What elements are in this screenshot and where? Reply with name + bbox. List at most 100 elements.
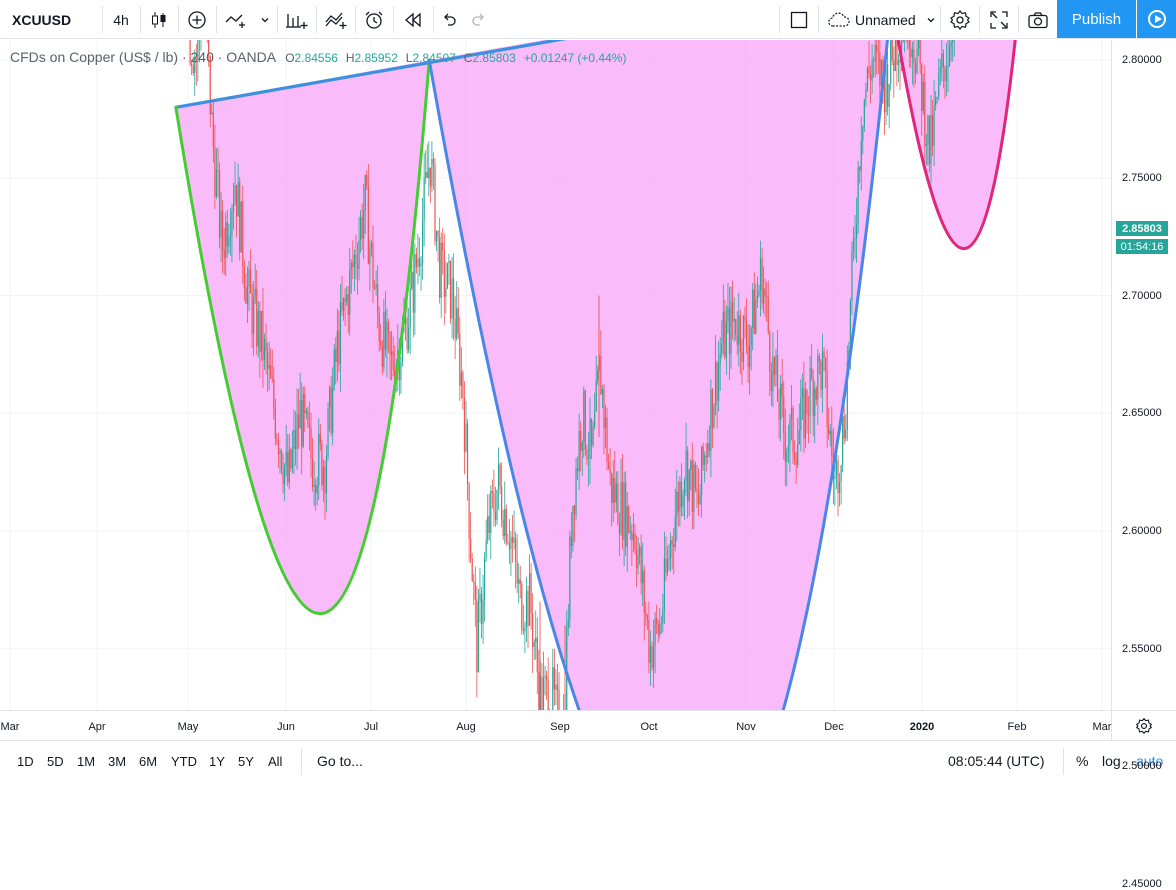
candle-body bbox=[476, 600, 477, 673]
redo-icon[interactable] bbox=[464, 0, 494, 39]
candle-body bbox=[686, 450, 687, 480]
candle-body bbox=[819, 356, 820, 362]
range-6m[interactable]: 6M bbox=[139, 741, 157, 781]
range-all[interactable]: All bbox=[268, 741, 282, 781]
candle-body bbox=[605, 417, 606, 428]
candle bbox=[400, 357, 401, 394]
alarm-icon[interactable] bbox=[356, 0, 392, 39]
range-1d[interactable]: 1D bbox=[17, 741, 34, 781]
candle-body bbox=[345, 298, 346, 302]
candle-body bbox=[383, 312, 384, 367]
add-indicator-icon[interactable] bbox=[179, 0, 215, 39]
range-3m[interactable]: 3M bbox=[108, 741, 126, 781]
fullscreen-square-icon[interactable] bbox=[780, 0, 818, 39]
candle bbox=[439, 218, 440, 304]
candle bbox=[836, 455, 837, 489]
candle bbox=[413, 246, 414, 337]
range-1y[interactable]: 1Y bbox=[209, 741, 225, 781]
candle-body bbox=[916, 49, 917, 73]
candle-body bbox=[335, 349, 336, 362]
candle bbox=[695, 462, 696, 493]
candle-body bbox=[580, 431, 581, 451]
symbol-search[interactable]: XCUUSD bbox=[0, 0, 102, 39]
candle bbox=[476, 586, 477, 697]
indicators-icon[interactable] bbox=[278, 0, 316, 39]
x-tick-label: Mar bbox=[1093, 721, 1112, 733]
candle-body bbox=[600, 356, 601, 394]
candle-body bbox=[228, 238, 229, 246]
range-5d[interactable]: 5D bbox=[47, 741, 64, 781]
candle-body bbox=[283, 470, 284, 484]
candle-body bbox=[321, 443, 322, 485]
range-ytd[interactable]: YTD bbox=[171, 741, 197, 781]
candle-body bbox=[264, 339, 265, 360]
compare-icon[interactable] bbox=[217, 0, 257, 39]
candle-body bbox=[662, 610, 663, 623]
range-5y[interactable]: 5Y bbox=[238, 741, 254, 781]
x-tick-label: Aug bbox=[456, 721, 476, 733]
candle-body bbox=[789, 418, 790, 445]
candle bbox=[546, 671, 547, 700]
goto-button[interactable]: Go to... bbox=[317, 741, 363, 781]
undo-icon[interactable] bbox=[434, 0, 464, 39]
candle-body bbox=[727, 308, 728, 322]
axis-settings-gear-icon[interactable] bbox=[1111, 710, 1176, 740]
interval-button[interactable]: 4h bbox=[103, 0, 139, 39]
candle-body bbox=[611, 473, 612, 503]
fullscreen-icon[interactable] bbox=[980, 0, 1018, 39]
candles-icon[interactable] bbox=[141, 0, 177, 39]
candle-body bbox=[602, 389, 603, 394]
candle-body bbox=[434, 164, 435, 241]
candle-body bbox=[912, 49, 913, 57]
layout-selector[interactable]: Unnamed bbox=[819, 0, 940, 39]
candle bbox=[484, 552, 485, 621]
candle bbox=[554, 649, 555, 706]
candle-body bbox=[768, 297, 769, 332]
chevron-down-icon[interactable] bbox=[257, 0, 273, 39]
utc-clock[interactable]: 08:05:44 (UTC) bbox=[948, 741, 1044, 781]
candle-body bbox=[376, 284, 377, 288]
price-chart[interactable] bbox=[0, 40, 1111, 710]
replay-icon[interactable] bbox=[394, 0, 432, 39]
candle-body bbox=[482, 600, 483, 624]
candle-body bbox=[334, 349, 335, 386]
candle-body bbox=[574, 506, 575, 515]
candle bbox=[555, 669, 556, 705]
candle-body bbox=[292, 449, 293, 468]
candle bbox=[504, 481, 505, 544]
candle-body bbox=[814, 389, 815, 417]
candle-body bbox=[898, 60, 899, 65]
range-1m[interactable]: 1M bbox=[77, 741, 95, 781]
candle-body bbox=[752, 289, 753, 328]
candle-body bbox=[362, 217, 363, 238]
candle bbox=[490, 485, 491, 559]
candle bbox=[430, 167, 431, 202]
play-icon[interactable] bbox=[1137, 0, 1176, 38]
financials-icon[interactable] bbox=[317, 0, 355, 39]
candle bbox=[503, 510, 504, 540]
candle-body bbox=[314, 485, 315, 488]
candle-body bbox=[887, 64, 888, 107]
camera-icon[interactable] bbox=[1019, 0, 1057, 39]
publish-button[interactable]: Publish bbox=[1057, 0, 1136, 38]
candle bbox=[496, 490, 497, 525]
gear-icon[interactable] bbox=[941, 0, 979, 39]
last-price-tag: 2.85803 bbox=[1116, 221, 1168, 236]
log-toggle[interactable]: log bbox=[1102, 741, 1121, 781]
price-axis[interactable] bbox=[1111, 40, 1176, 710]
candle-body bbox=[290, 449, 291, 468]
candle-body bbox=[822, 351, 823, 389]
candle-body bbox=[619, 525, 620, 534]
candle-body bbox=[265, 339, 266, 351]
candle-body bbox=[935, 98, 936, 105]
candle bbox=[867, 66, 868, 92]
percent-toggle[interactable]: % bbox=[1076, 741, 1088, 781]
candle-body bbox=[467, 424, 468, 484]
candle-body bbox=[703, 447, 704, 465]
candle-body bbox=[630, 531, 631, 533]
candle-body bbox=[713, 406, 714, 428]
candle-body bbox=[723, 312, 724, 344]
candle-body bbox=[354, 255, 355, 267]
candle-body bbox=[303, 394, 304, 446]
candle-body bbox=[481, 594, 482, 624]
